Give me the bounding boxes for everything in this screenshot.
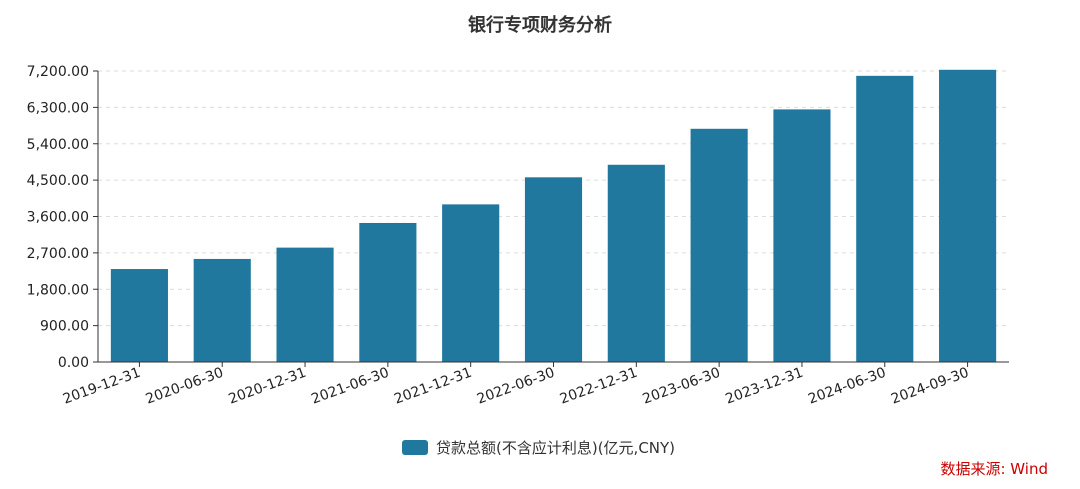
bar [607, 164, 665, 362]
legend-label: 贷款总额(不含应计利息)(亿元,CNY) [436, 439, 675, 457]
x-tick-label: 2022-12-31 [558, 365, 640, 408]
x-tick-label: 2019-12-31 [61, 365, 143, 408]
y-tick-label: 4,500.00 [27, 173, 89, 189]
bar [359, 222, 417, 362]
legend[interactable]: 贷款总额(不含应计利息)(亿元,CNY) [402, 439, 675, 457]
y-tick-label: 2,700.00 [27, 246, 89, 262]
bar [773, 109, 831, 362]
bar [276, 247, 334, 362]
x-tick-label: 2021-06-30 [309, 365, 391, 408]
x-tick-label: 2023-12-31 [723, 365, 805, 408]
bars [110, 69, 997, 362]
x-tick-label: 2020-12-31 [226, 365, 308, 408]
bar [524, 177, 583, 362]
y-tick-label: 5,400.00 [27, 137, 89, 153]
y-axis-ticks: 0.00 900.00 1,800.00 2,700.00 3,600.00 4,500.… [27, 64, 98, 371]
y-tick-label: 1,800.00 [27, 282, 89, 298]
x-tick-label: 2024-09-30 [889, 365, 971, 408]
y-tick-label: 3,600.00 [27, 210, 89, 226]
x-tick-label: 2022-06-30 [475, 365, 557, 408]
bar [193, 258, 251, 362]
y-tick-label: 7,200.00 [27, 64, 89, 80]
x-axis-ticks: 2019-12-31 2020-06-30 2020-12-31 2021-06-30… [61, 362, 971, 408]
bar [856, 75, 914, 362]
y-tick-label: 900.00 [40, 319, 89, 335]
x-tick-label: 2021-12-31 [392, 365, 474, 408]
bar [442, 204, 500, 362]
x-tick-label: 2024-06-30 [806, 365, 888, 408]
bar [690, 128, 748, 362]
chart-title: 银行专项财务分析 [468, 14, 612, 36]
bar [939, 69, 997, 362]
y-tick-label: 6,300.00 [27, 100, 89, 116]
y-tick-label: 0.00 [58, 355, 89, 371]
bar [110, 269, 168, 362]
source-note: 数据来源: Wind [940, 460, 1048, 478]
legend-swatch [402, 440, 428, 455]
x-tick-label: 2023-06-30 [641, 365, 723, 408]
x-tick-label: 2020-06-30 [144, 365, 226, 408]
